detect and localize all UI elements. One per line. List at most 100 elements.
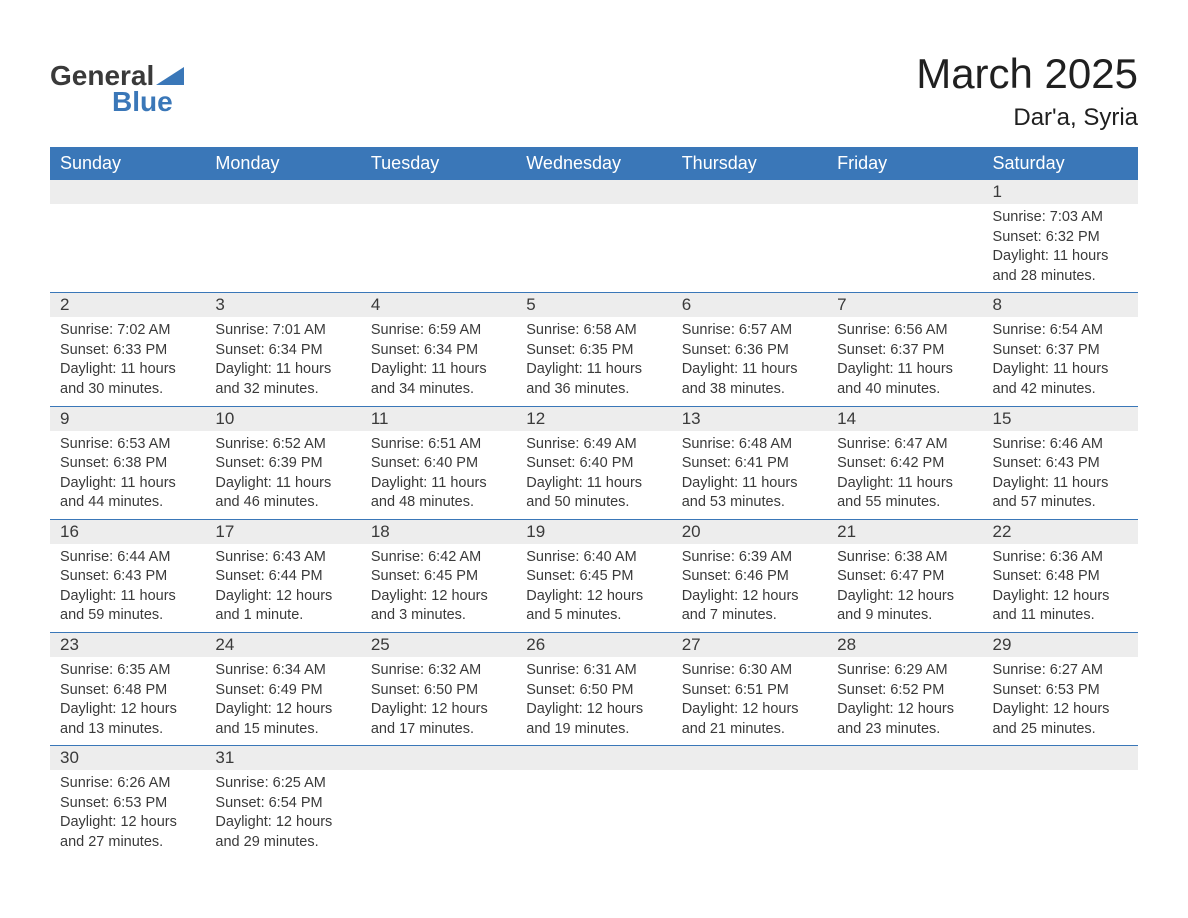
details-row: Sunrise: 6:26 AMSunset: 6:53 PMDaylight:… (50, 770, 1138, 858)
details-row: Sunrise: 6:35 AMSunset: 6:48 PMDaylight:… (50, 657, 1138, 746)
daylight-line2: and 17 minutes. (371, 720, 506, 740)
day-details-cell: Sunrise: 6:39 AMSunset: 6:46 PMDaylight:… (672, 544, 827, 633)
day-details-cell (827, 770, 982, 858)
day-number-cell: 27 (672, 633, 827, 658)
day-details-cell: Sunrise: 6:59 AMSunset: 6:34 PMDaylight:… (361, 317, 516, 406)
daylight-line1: Daylight: 12 hours (993, 700, 1128, 720)
daylight-line2: and 57 minutes. (993, 493, 1128, 513)
day-details-cell: Sunrise: 6:52 AMSunset: 6:39 PMDaylight:… (205, 431, 360, 520)
sunset-text: Sunset: 6:49 PM (215, 681, 350, 701)
day-number-cell: 31 (205, 746, 360, 771)
sunrise-text: Sunrise: 6:53 AM (60, 435, 195, 455)
sunset-text: Sunset: 6:51 PM (682, 681, 817, 701)
day-details-cell (983, 770, 1138, 858)
sunrise-text: Sunrise: 6:42 AM (371, 548, 506, 568)
daylight-line1: Daylight: 11 hours (60, 360, 195, 380)
day-header-cell: Monday (205, 147, 360, 180)
day-number-cell: 8 (983, 293, 1138, 318)
day-number-cell (516, 180, 671, 204)
sunrise-text: Sunrise: 6:56 AM (837, 321, 972, 341)
day-header-cell: Saturday (983, 147, 1138, 180)
daylight-line1: Daylight: 12 hours (993, 587, 1128, 607)
sunset-text: Sunset: 6:38 PM (60, 454, 195, 474)
details-row: Sunrise: 7:02 AMSunset: 6:33 PMDaylight:… (50, 317, 1138, 406)
sunset-text: Sunset: 6:48 PM (993, 567, 1128, 587)
sunrise-text: Sunrise: 6:48 AM (682, 435, 817, 455)
page-header: General Blue March 2025 Dar'a, Syria (50, 50, 1138, 132)
daylight-line2: and 11 minutes. (993, 606, 1128, 626)
day-details-cell (516, 204, 671, 293)
day-details-cell: Sunrise: 6:42 AMSunset: 6:45 PMDaylight:… (361, 544, 516, 633)
sunset-text: Sunset: 6:39 PM (215, 454, 350, 474)
day-number-cell: 30 (50, 746, 205, 771)
sunrise-text: Sunrise: 6:54 AM (993, 321, 1128, 341)
sunset-text: Sunset: 6:40 PM (526, 454, 661, 474)
daylight-line1: Daylight: 11 hours (215, 474, 350, 494)
sunrise-text: Sunrise: 6:59 AM (371, 321, 506, 341)
day-details-cell: Sunrise: 6:51 AMSunset: 6:40 PMDaylight:… (361, 431, 516, 520)
logo-triangle-icon (156, 67, 184, 85)
day-details-cell (827, 204, 982, 293)
day-number-cell (50, 180, 205, 204)
daylight-line1: Daylight: 12 hours (837, 700, 972, 720)
daylight-line1: Daylight: 11 hours (526, 360, 661, 380)
daylight-line1: Daylight: 12 hours (215, 587, 350, 607)
daylight-line1: Daylight: 11 hours (682, 360, 817, 380)
day-details-cell: Sunrise: 6:57 AMSunset: 6:36 PMDaylight:… (672, 317, 827, 406)
daylight-line2: and 38 minutes. (682, 380, 817, 400)
daylight-line2: and 42 minutes. (993, 380, 1128, 400)
day-number-cell: 15 (983, 406, 1138, 431)
day-header-cell: Friday (827, 147, 982, 180)
sunrise-text: Sunrise: 6:35 AM (60, 661, 195, 681)
daylight-line2: and 50 minutes. (526, 493, 661, 513)
daylight-line2: and 59 minutes. (60, 606, 195, 626)
day-details-cell (672, 204, 827, 293)
day-details-cell: Sunrise: 6:35 AMSunset: 6:48 PMDaylight:… (50, 657, 205, 746)
daylight-line2: and 40 minutes. (837, 380, 972, 400)
day-number-cell: 14 (827, 406, 982, 431)
daynum-row: 23242526272829 (50, 633, 1138, 658)
calendar-body: 1Sunrise: 7:03 AMSunset: 6:32 PMDaylight… (50, 180, 1138, 859)
sunrise-text: Sunrise: 6:39 AM (682, 548, 817, 568)
day-number-cell: 28 (827, 633, 982, 658)
day-number-cell (672, 746, 827, 771)
day-number-cell: 11 (361, 406, 516, 431)
daylight-line1: Daylight: 12 hours (526, 700, 661, 720)
daylight-line2: and 53 minutes. (682, 493, 817, 513)
sunrise-text: Sunrise: 6:47 AM (837, 435, 972, 455)
day-details-cell: Sunrise: 6:43 AMSunset: 6:44 PMDaylight:… (205, 544, 360, 633)
day-details-cell (672, 770, 827, 858)
daylight-line1: Daylight: 11 hours (60, 587, 195, 607)
day-details-cell: Sunrise: 6:48 AMSunset: 6:41 PMDaylight:… (672, 431, 827, 520)
sunset-text: Sunset: 6:43 PM (60, 567, 195, 587)
daylight-line2: and 19 minutes. (526, 720, 661, 740)
sunset-text: Sunset: 6:40 PM (371, 454, 506, 474)
day-number-cell: 19 (516, 519, 671, 544)
daylight-line1: Daylight: 11 hours (682, 474, 817, 494)
sunrise-text: Sunrise: 6:26 AM (60, 774, 195, 794)
day-number-cell (827, 746, 982, 771)
daynum-row: 1 (50, 180, 1138, 204)
daylight-line2: and 5 minutes. (526, 606, 661, 626)
daylight-line2: and 46 minutes. (215, 493, 350, 513)
day-number-cell: 2 (50, 293, 205, 318)
sunset-text: Sunset: 6:53 PM (60, 794, 195, 814)
daylight-line1: Daylight: 11 hours (993, 247, 1128, 267)
sunset-text: Sunset: 6:46 PM (682, 567, 817, 587)
day-number-cell: 4 (361, 293, 516, 318)
day-details-cell: Sunrise: 6:34 AMSunset: 6:49 PMDaylight:… (205, 657, 360, 746)
sunrise-text: Sunrise: 6:51 AM (371, 435, 506, 455)
day-number-cell: 9 (50, 406, 205, 431)
daylight-line1: Daylight: 12 hours (215, 700, 350, 720)
day-details-cell: Sunrise: 6:31 AMSunset: 6:50 PMDaylight:… (516, 657, 671, 746)
sunset-text: Sunset: 6:37 PM (993, 341, 1128, 361)
daylight-line1: Daylight: 11 hours (371, 474, 506, 494)
sunrise-text: Sunrise: 6:32 AM (371, 661, 506, 681)
day-details-cell: Sunrise: 6:30 AMSunset: 6:51 PMDaylight:… (672, 657, 827, 746)
sunrise-text: Sunrise: 7:02 AM (60, 321, 195, 341)
details-row: Sunrise: 6:53 AMSunset: 6:38 PM Daylight:… (50, 431, 1138, 520)
day-details-cell: Sunrise: 6:32 AMSunset: 6:50 PMDaylight:… (361, 657, 516, 746)
day-details-cell: Sunrise: 6:26 AMSunset: 6:53 PMDaylight:… (50, 770, 205, 858)
daylight-line1: Daylight: 12 hours (682, 587, 817, 607)
logo-text-blue: Blue (112, 86, 173, 118)
